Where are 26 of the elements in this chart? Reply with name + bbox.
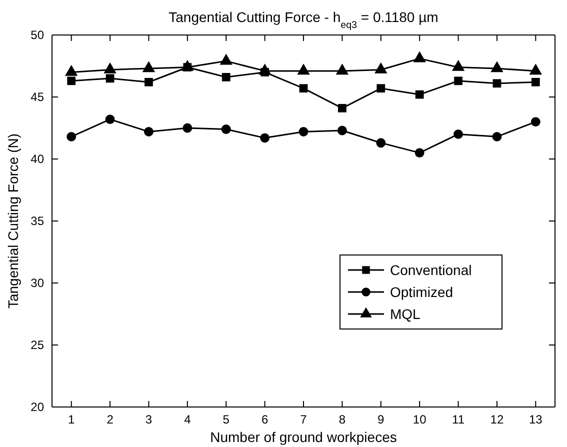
chart-title: Tangential Cutting Force - h$_{eq3}$ = 0.1180 µm — [168, 9, 438, 30]
y-axis-title: Tangential Cutting Force (N) — [5, 133, 21, 309]
x-tick-label: 12 — [490, 412, 504, 427]
y-tick-label: 35 — [30, 214, 44, 228]
x-tick-label: 5 — [222, 412, 230, 427]
x-tick-label: 7 — [300, 412, 308, 427]
y-tick-label: 25 — [30, 338, 44, 352]
x-tick-label: 4 — [184, 412, 192, 427]
legend-label: Conventional — [390, 262, 472, 278]
x-tick-label: 2 — [106, 412, 114, 427]
x-tick-label: 10 — [412, 412, 427, 427]
y-tick-label: 30 — [30, 276, 44, 290]
y-tick-label: 45 — [30, 90, 44, 104]
y-tick-label: 40 — [30, 152, 44, 166]
x-axis-title: Number of ground workpieces — [210, 429, 397, 445]
x-tick-label: 3 — [145, 412, 152, 427]
x-tick-label: 1 — [68, 412, 75, 427]
x-tick-label: 9 — [378, 412, 385, 427]
x-tick-label: 11 — [452, 412, 465, 427]
y-tick-label: 20 — [30, 400, 44, 414]
x-tick-label: 6 — [261, 412, 268, 427]
x-tick-label: 13 — [528, 412, 543, 427]
legend-label: Optimized — [390, 284, 454, 300]
y-tick-label: 50 — [30, 28, 44, 42]
legend-label: MQL — [390, 306, 421, 322]
x-tick-label: 8 — [338, 412, 346, 427]
